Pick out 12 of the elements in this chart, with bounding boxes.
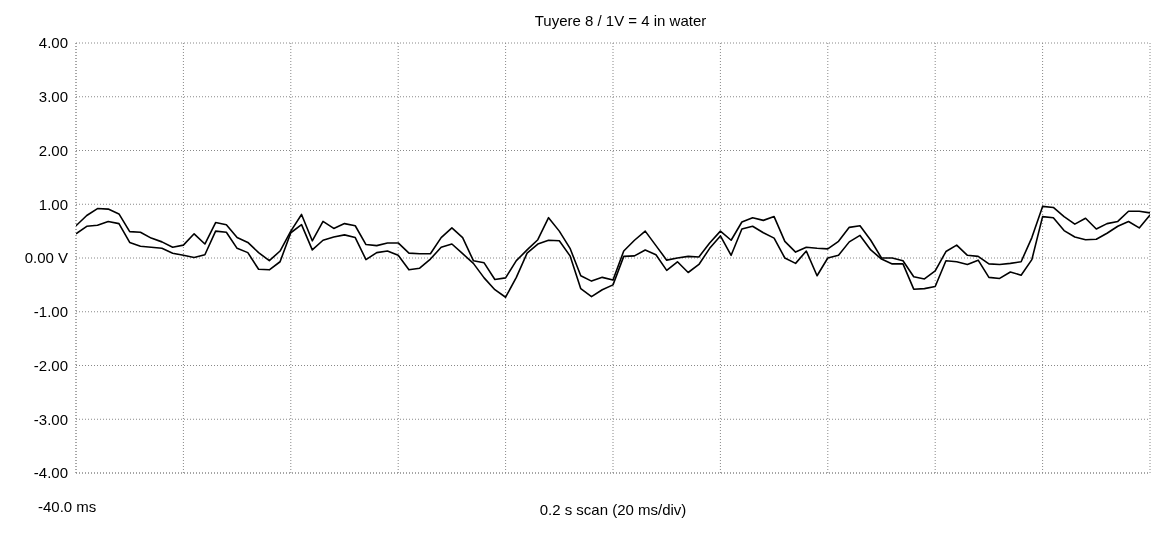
y-tick-label: -4.00 — [33, 464, 68, 482]
y-tick-label: 0.00 V — [24, 249, 68, 267]
y-tick-label: 3.00 — [38, 88, 68, 106]
y-tick-label: -2.00 — [33, 356, 68, 374]
chart-title: Tuyere 8 / 1V = 4 in water — [533, 12, 708, 29]
y-tick-label: 1.00 — [38, 195, 68, 213]
x-axis-title: 0.2 s scan (20 ms/div) — [539, 501, 687, 518]
y-tick-label: 2.00 — [38, 141, 68, 159]
y-tick-label: -3.00 — [33, 410, 68, 428]
y-tick-label: -1.00 — [33, 303, 68, 321]
y-tick-label: 4.00 — [38, 34, 68, 52]
text: -40.0 ms — [38, 498, 97, 515]
